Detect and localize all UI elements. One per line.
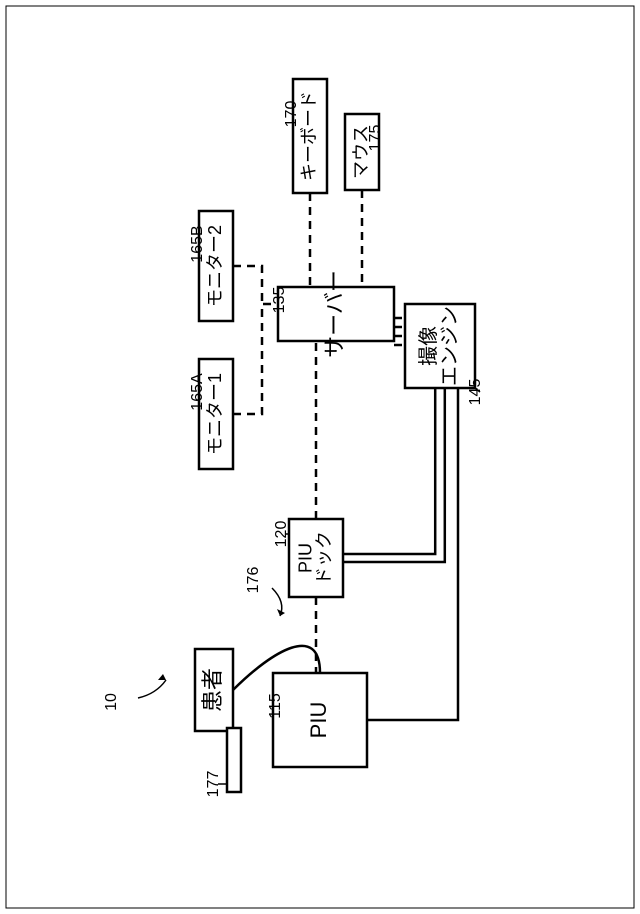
edges: [233, 190, 458, 720]
node-monitor2: モニター2165B: [189, 211, 233, 321]
node-tablet: 177: [205, 728, 241, 797]
node-label: モニター2: [205, 225, 225, 307]
node-label: サーバー: [322, 270, 347, 358]
ref-label: 115: [267, 693, 284, 719]
node-label: PIU: [295, 543, 315, 573]
node-keyboard: キーボード170: [283, 79, 327, 193]
node-label: 撮像: [417, 326, 440, 366]
ref-label: 165B: [189, 225, 206, 262]
ref-label: 176: [245, 567, 262, 594]
node-label: ドック: [314, 531, 334, 585]
ref-label: 145: [467, 379, 484, 406]
ref-label: 170: [283, 101, 300, 128]
nodes: 患者 177 PIU 115 PIUドック120 サーバー 135 撮像エンジン 145 モニター…: [103, 79, 484, 797]
ref-label: 175: [367, 125, 384, 152]
node-label: PIU: [306, 702, 331, 739]
node-monitor1: モニター1165A: [189, 359, 233, 469]
node-label: 患者: [200, 668, 225, 712]
ref-label: 135: [271, 287, 288, 314]
node-label: キーボード: [299, 91, 319, 181]
ref-label: 165A: [189, 373, 206, 411]
node-server: サーバー 135: [271, 270, 394, 358]
node-piu: PIU 115: [267, 673, 367, 767]
ref-label: 10: [103, 693, 120, 711]
node-label: エンジン: [439, 306, 461, 386]
node-patient: 患者: [195, 649, 233, 731]
diagram-canvas: 患者 177 PIU 115 PIUドック120 サーバー 135 撮像エンジン 145 モニター…: [0, 0, 640, 914]
node-label: モニター1: [205, 373, 225, 455]
node-mouse: マウス175: [345, 114, 384, 190]
node-piudock: PIUドック120: [273, 519, 343, 597]
